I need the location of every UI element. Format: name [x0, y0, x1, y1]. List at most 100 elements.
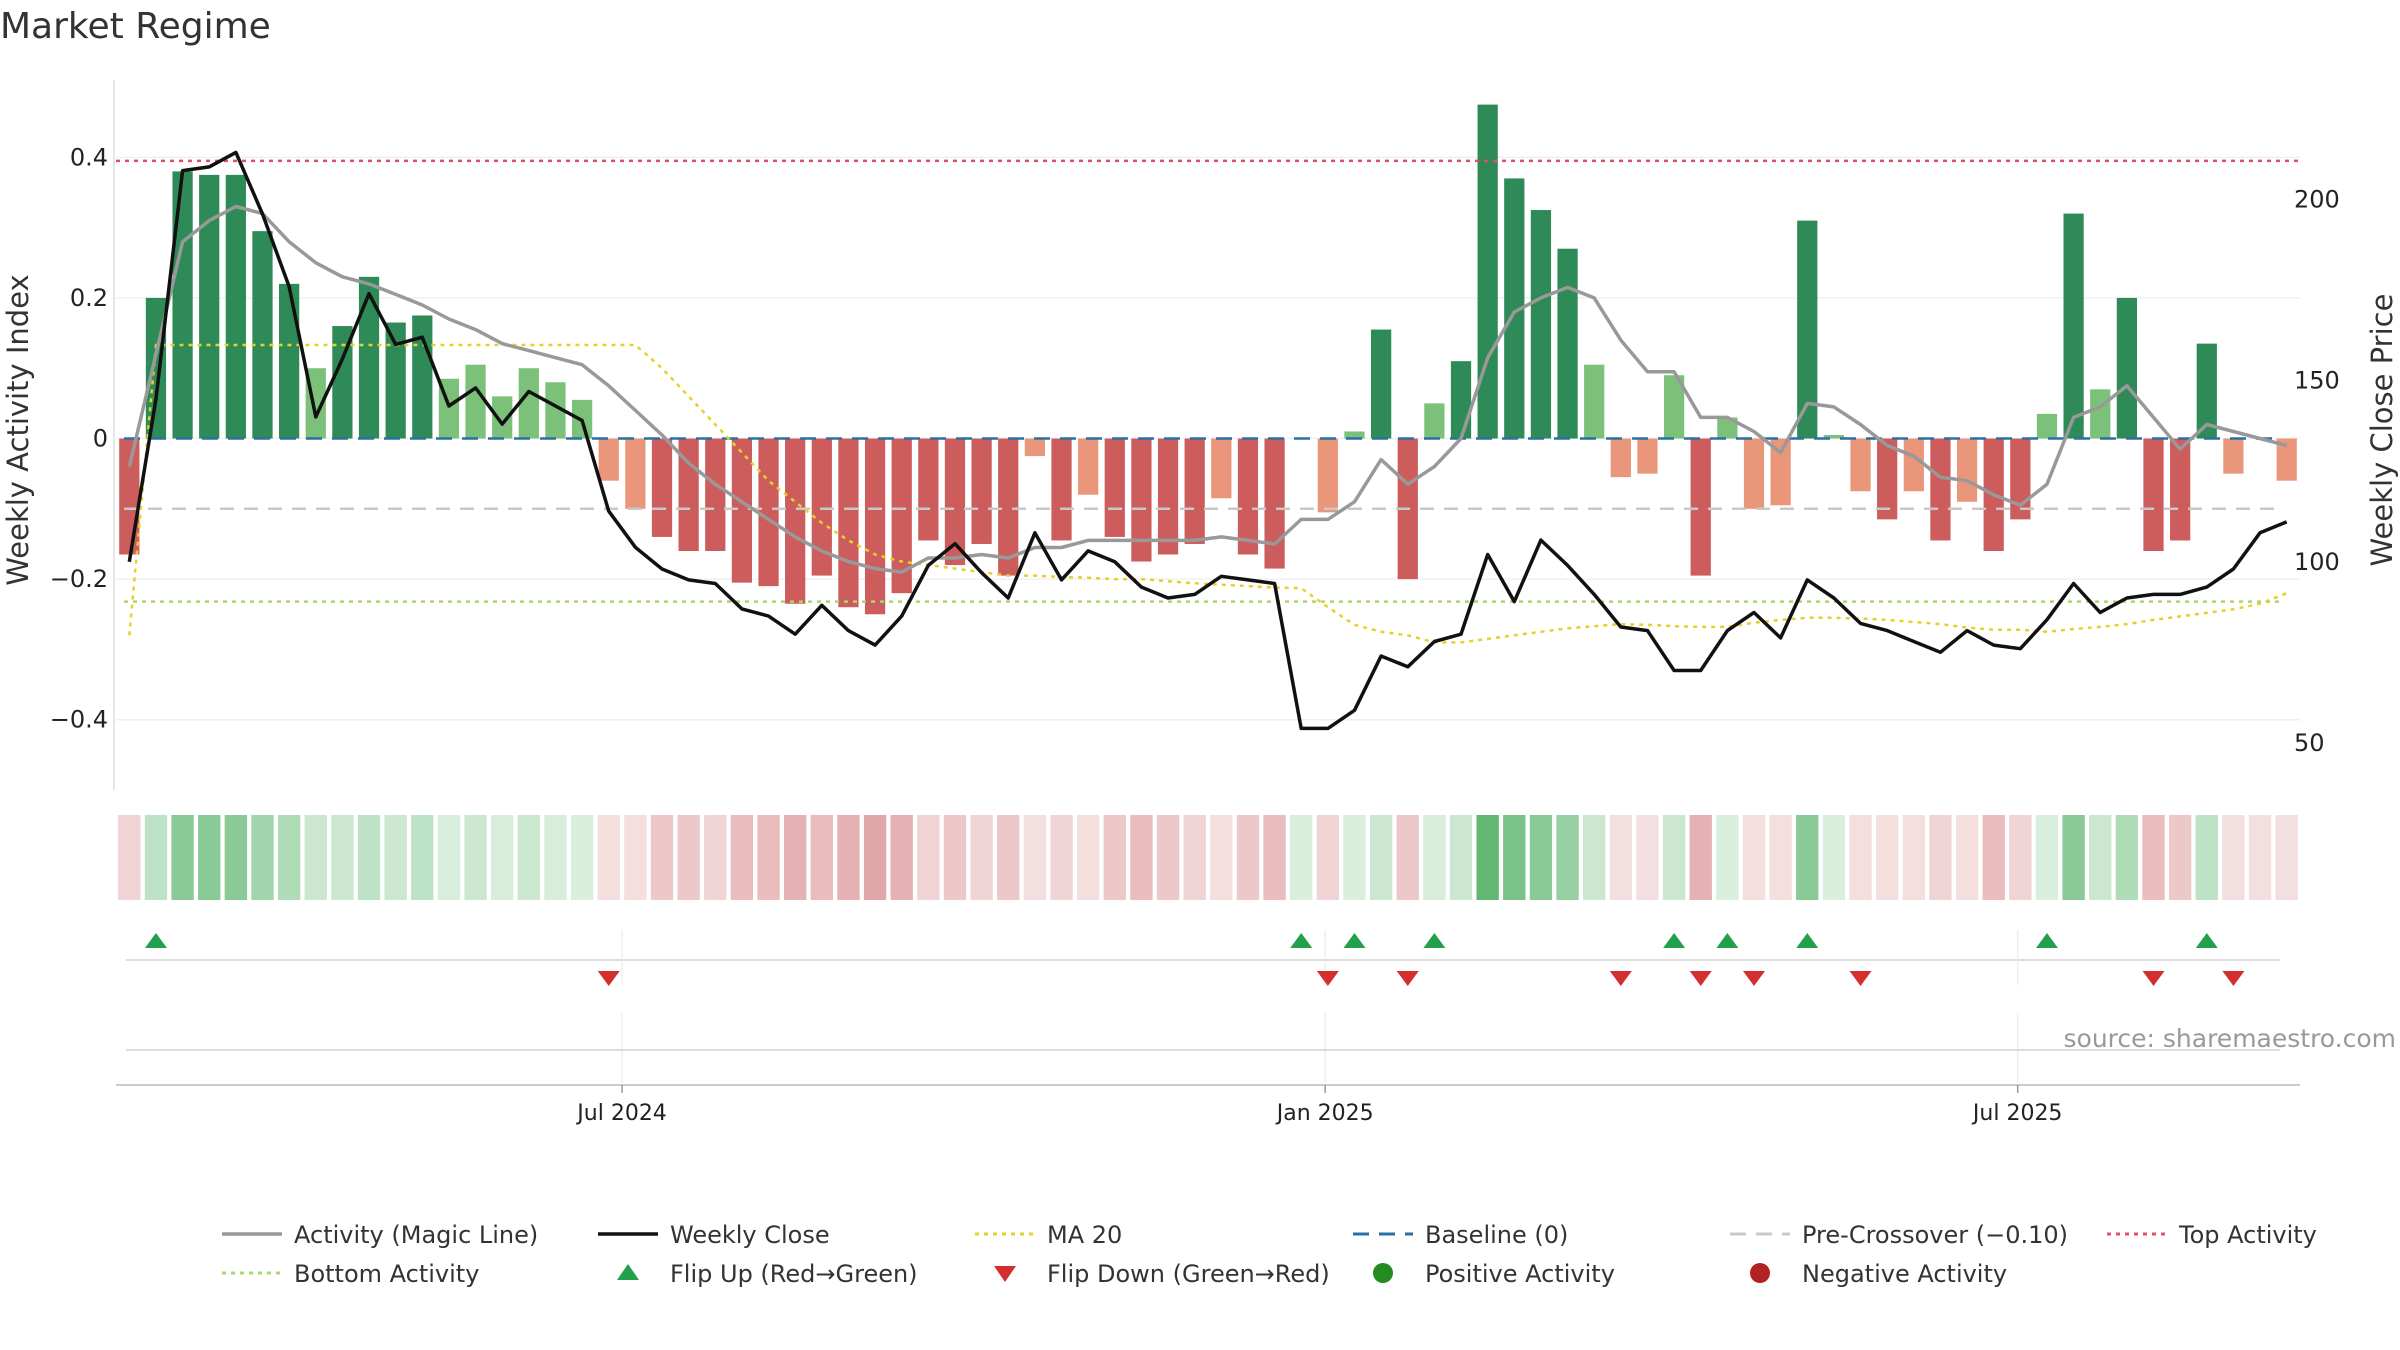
axes: 0.4 0.2 0 −0.2 −0.4 200 150 100 50 [50, 80, 2340, 790]
flip-up-marker [1290, 933, 1313, 948]
legend-label: Weekly Close [670, 1221, 830, 1249]
legend-label: MA 20 [1047, 1221, 1122, 1249]
activity-bar [1157, 438, 1179, 555]
strip-cell [1982, 815, 2005, 900]
activity-bar [2010, 438, 2031, 520]
x-tick-label: Jul 2024 [575, 1101, 667, 1126]
strip-cell [2275, 815, 2298, 900]
strip-cell [2248, 815, 2272, 900]
legend-label: Flip Up (Red→Green) [670, 1260, 918, 1288]
strip-cell [890, 815, 913, 900]
y2-tick-label: 200 [2294, 186, 2340, 214]
strip-cell [1902, 815, 1925, 900]
strip-cell [597, 815, 620, 900]
activity-bar [705, 438, 726, 551]
activity-bar [492, 396, 513, 439]
activity-bar [545, 382, 566, 439]
weekly-close-line [127, 150, 2288, 731]
activity-bar [119, 438, 140, 555]
strip-cell [757, 815, 780, 900]
strip-cell [251, 815, 274, 900]
activity-bar [1237, 438, 1259, 555]
strip-cell [304, 815, 327, 900]
y-tick-label: 0 [93, 425, 108, 453]
flip-markers [126, 930, 2280, 986]
activity-bar [598, 438, 619, 481]
activity-bar [2276, 438, 2297, 481]
activity-bar [1024, 438, 1045, 457]
activity-bar [252, 231, 273, 439]
y2-tick-label: 50 [2294, 729, 2325, 757]
legend-swatch [1373, 1263, 1393, 1283]
strip-cell [1343, 815, 1366, 900]
flip-up-marker [1796, 933, 1819, 948]
flip-down-marker [1689, 971, 1712, 986]
strip-cell [1050, 815, 1073, 900]
strip-cell [2089, 815, 2112, 900]
legend-label: Positive Activity [1425, 1260, 1615, 1288]
activity-bar [385, 322, 406, 439]
flip-up-marker [2195, 933, 2218, 948]
activity-bars [119, 104, 2297, 615]
strip-cell [1529, 815, 1553, 900]
strip-cell [1449, 815, 1473, 900]
y-tick-label: 0.4 [70, 143, 108, 171]
activity-bar [1051, 438, 1072, 541]
activity-bar [2170, 438, 2191, 541]
magic-line [127, 204, 2288, 574]
strip-cell [1583, 815, 1606, 900]
strip-cell [1023, 815, 1047, 900]
activity-bar [2063, 213, 2084, 439]
activity-bar [1344, 431, 1365, 439]
activity-bar [918, 438, 939, 541]
strip-cell [464, 815, 487, 900]
strip-cell [1290, 815, 1313, 900]
strip-cell [2062, 815, 2085, 900]
strip-cell [1929, 815, 1952, 900]
strip-cell [704, 815, 727, 900]
y-tick-label: 0.2 [70, 284, 108, 312]
strip-cell [1076, 815, 1100, 900]
activity-bar [1584, 364, 1605, 439]
activity-bar [1930, 438, 1951, 541]
legend-label: Flip Down (Green→Red) [1047, 1260, 1330, 1288]
strip-cell [1130, 815, 1153, 900]
strip-cell [384, 815, 407, 900]
strip-cell [1236, 815, 1260, 900]
strip-cell [1103, 815, 1126, 900]
strip-cell [144, 815, 168, 900]
activity-bar [971, 438, 992, 544]
legend-swatch [617, 1264, 639, 1280]
strip-cell [2009, 815, 2032, 900]
strip-cell [357, 815, 381, 900]
activity-bar [1717, 417, 1738, 439]
chart-title: Market Regime [0, 6, 271, 47]
activity-bar [944, 438, 966, 566]
activity-bar [358, 276, 380, 439]
activity-bar [864, 438, 886, 615]
strip-cell [2115, 815, 2139, 900]
activity-bar [998, 438, 1019, 576]
strip-cell [863, 815, 887, 900]
strip-cell [1476, 815, 1499, 900]
ma20-line [128, 343, 2288, 644]
strip-cell [1742, 815, 1766, 900]
strip-cell [1662, 815, 1686, 900]
activity-bar [172, 171, 193, 439]
strip-cell [491, 815, 514, 900]
legend-label: Baseline (0) [1425, 1221, 1568, 1249]
activity-bar [1104, 438, 1125, 537]
activity-bar [2116, 297, 2137, 439]
strip-cell [1716, 815, 1739, 900]
activity-bar [1317, 438, 1338, 513]
flip-down-marker [1743, 971, 1765, 986]
activity-bar [412, 315, 433, 439]
legend-label: Top Activity [2178, 1221, 2317, 1249]
strip-cell [1769, 815, 1792, 900]
time-axis: Jul 2024 Jan 2025 Jul 2025 [116, 1013, 2300, 1126]
flip-down-marker [2142, 971, 2165, 986]
activity-bar [199, 174, 220, 439]
strip-cell [1556, 815, 1579, 900]
activity-bar [1903, 438, 1924, 492]
